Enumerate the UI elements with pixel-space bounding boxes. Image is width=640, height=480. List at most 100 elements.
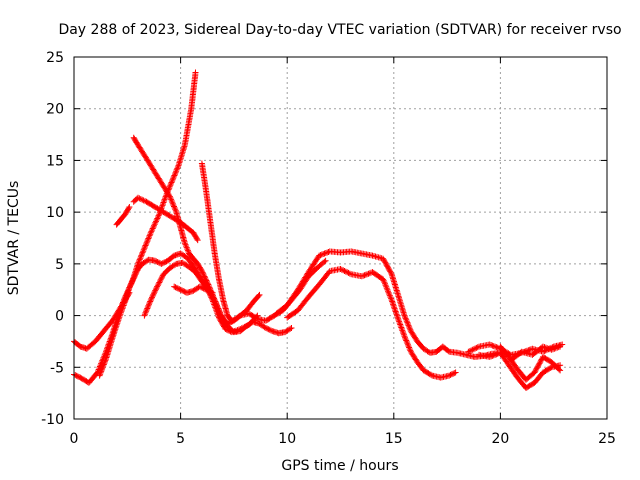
data-point: [172, 206, 179, 213]
data-point: [154, 215, 161, 222]
data-point: [158, 275, 165, 282]
data-point: [255, 292, 262, 299]
data-point: [143, 241, 150, 248]
data-point: [139, 251, 145, 257]
data-point: [131, 274, 138, 280]
data-point: [534, 364, 541, 371]
data-point: [446, 372, 453, 379]
data-point: [172, 171, 178, 178]
data-point: [146, 232, 153, 239]
data-point: [157, 276, 164, 283]
data-point: [130, 276, 137, 283]
data-point: [147, 297, 154, 304]
data-point: [142, 242, 149, 249]
data-point: [137, 255, 144, 262]
data-point: [230, 317, 237, 324]
data-point: [168, 179, 175, 186]
data-point: [407, 326, 414, 333]
data-point: [74, 373, 81, 380]
data-point: [205, 288, 212, 294]
data-point: [136, 258, 143, 264]
data-point: [152, 257, 158, 264]
data-point: [137, 196, 144, 202]
data-point: [170, 173, 177, 180]
data-point: [147, 231, 154, 238]
data-point: [129, 278, 136, 284]
data-point: [203, 277, 210, 284]
data-point: [384, 263, 391, 270]
y-tick-label: 15: [46, 153, 64, 169]
y-tick-label: 20: [46, 102, 64, 118]
data-point: [175, 285, 181, 292]
data-point: [100, 361, 107, 368]
data-point: [166, 193, 173, 200]
data-point: [344, 269, 351, 276]
data-point: [132, 271, 139, 278]
y-tick-label: 25: [46, 50, 64, 66]
data-point: [536, 360, 543, 367]
data-point: [337, 266, 344, 272]
data-point: [169, 178, 176, 185]
data-point: [145, 302, 152, 309]
data-point: [128, 280, 135, 287]
data-point: [403, 337, 410, 344]
data-point: [135, 194, 141, 201]
data-point: [470, 346, 477, 353]
data-point: [532, 368, 539, 375]
data-point: [341, 268, 348, 274]
data-point: [145, 235, 152, 242]
data-point: [181, 288, 188, 295]
data-point: [125, 205, 132, 212]
y-tick-label: 5: [55, 257, 64, 273]
data-point: [474, 344, 481, 351]
data-point: [469, 346, 476, 353]
data-point: [133, 268, 140, 275]
data-point: [128, 279, 135, 286]
data-point: [287, 325, 294, 332]
data-point: [173, 168, 180, 175]
data-point: [406, 323, 413, 330]
data-point: [173, 166, 180, 173]
data-point: [212, 298, 219, 305]
data-point: [155, 280, 162, 287]
series-trace-o: [508, 343, 564, 363]
x-tick-label: 5: [176, 431, 185, 447]
data-point: [147, 229, 154, 236]
y-tick-label: 10: [46, 205, 64, 221]
data-point: [466, 348, 473, 355]
data-point: [346, 270, 353, 277]
data-point: [148, 295, 155, 302]
data-point: [215, 305, 222, 312]
data-point: [288, 325, 295, 331]
data-point: [155, 212, 162, 219]
data-point: [167, 195, 174, 201]
data-point: [153, 216, 160, 223]
data-point: [198, 268, 205, 275]
data-point: [102, 357, 109, 364]
data-point: [488, 342, 495, 348]
data-point: [388, 269, 394, 276]
data-point: [385, 289, 392, 296]
data-point: [266, 326, 273, 333]
data-point: [202, 274, 209, 281]
data-point: [204, 278, 210, 285]
data-point: [167, 182, 174, 189]
data-point: [168, 197, 175, 204]
data-point: [208, 289, 215, 296]
data-point: [148, 228, 155, 235]
data-point: [338, 266, 345, 273]
data-point: [217, 311, 224, 318]
data-point: [144, 304, 151, 311]
data-point: [537, 359, 544, 366]
data-point: [201, 286, 208, 293]
data-point: [202, 276, 209, 283]
data-point: [557, 367, 564, 374]
x-axis-label: GPS time / hours: [281, 458, 398, 474]
data-point: [317, 252, 324, 259]
series-trace-e: [130, 194, 201, 244]
x-tick-label: 0: [70, 431, 79, 447]
data-point: [99, 365, 106, 372]
data-points: [71, 69, 566, 391]
data-point: [214, 304, 221, 311]
data-point: [209, 289, 216, 296]
